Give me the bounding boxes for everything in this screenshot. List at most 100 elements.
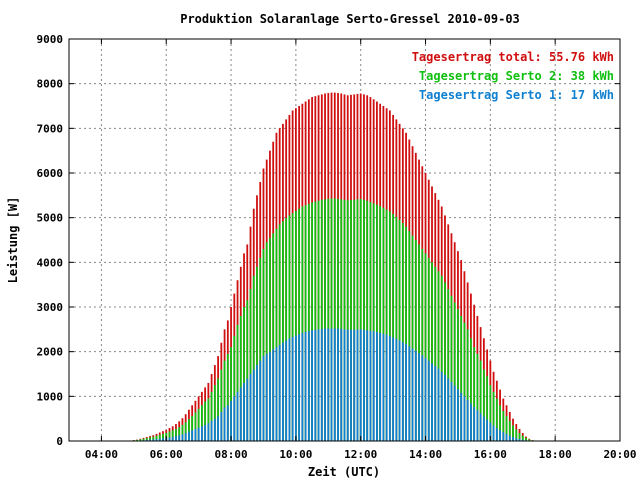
x-tick-label: 16:00 <box>474 448 507 461</box>
chart-title: Produktion Solaranlage Serto-Gressel 201… <box>180 12 520 26</box>
y-tick-label: 7000 <box>37 122 64 135</box>
bar <box>331 328 333 441</box>
bar <box>454 386 456 441</box>
y-tick-label: 4000 <box>37 256 64 269</box>
bar <box>382 334 384 441</box>
bar <box>415 351 417 441</box>
bar <box>441 372 443 441</box>
bar <box>295 336 297 441</box>
bar <box>350 330 352 441</box>
bar <box>289 338 291 441</box>
bar <box>175 436 177 441</box>
bar <box>311 330 313 441</box>
bar <box>334 328 336 441</box>
bar <box>207 423 209 441</box>
bar <box>392 337 394 441</box>
bar <box>243 383 245 441</box>
bar <box>266 354 268 441</box>
bar <box>370 331 372 441</box>
x-tick-label: 10:00 <box>279 448 312 461</box>
bar <box>360 329 362 441</box>
bar <box>327 328 329 441</box>
bar <box>301 333 303 441</box>
bar <box>340 329 342 441</box>
bar <box>389 336 391 441</box>
bar <box>169 437 171 441</box>
bar <box>425 358 427 441</box>
bar <box>240 387 242 441</box>
bar <box>337 328 339 441</box>
bar <box>201 426 203 441</box>
bar <box>211 421 213 441</box>
bar <box>473 407 475 441</box>
bar <box>172 437 174 441</box>
bar <box>246 378 248 441</box>
y-axis-label: Leistung [W] <box>6 197 20 284</box>
bar <box>220 412 222 441</box>
bar <box>496 428 498 441</box>
bar <box>499 430 501 441</box>
bar <box>298 334 300 441</box>
bars <box>133 93 537 441</box>
bar <box>366 330 368 441</box>
bar <box>405 344 407 441</box>
bar <box>412 349 414 441</box>
bar <box>493 425 495 441</box>
bar <box>250 374 252 441</box>
bar <box>318 329 320 441</box>
bar <box>224 408 226 442</box>
bar <box>447 378 449 441</box>
legend: Tagesertrag total: 55.76 kWh Tagesertrag … <box>412 50 614 102</box>
bar <box>428 361 430 441</box>
y-tick-label: 3000 <box>37 301 64 314</box>
bar <box>438 369 440 441</box>
legend-entry: Tagesertrag total: 55.76 kWh <box>412 50 614 64</box>
bar <box>363 330 365 441</box>
y-tick-label: 1000 <box>37 390 64 403</box>
bar <box>227 405 229 441</box>
bar <box>470 403 472 441</box>
bar <box>214 419 216 441</box>
bar <box>486 420 488 441</box>
bar <box>434 366 436 441</box>
bar <box>418 353 420 441</box>
bar <box>182 434 184 441</box>
bar <box>195 429 197 441</box>
bar <box>233 396 235 441</box>
bar <box>395 339 397 441</box>
y-tick-label: 9000 <box>37 33 64 46</box>
bar <box>444 375 446 441</box>
x-tick-label: 14:00 <box>409 448 442 461</box>
bar <box>512 437 514 441</box>
bar <box>272 349 274 441</box>
bar <box>259 361 261 441</box>
x-axis-label: Zeit (UTC) <box>308 465 380 479</box>
bar <box>386 335 388 441</box>
bar <box>347 330 349 441</box>
bar <box>279 345 281 441</box>
bar <box>285 341 287 442</box>
bar <box>431 363 433 441</box>
bar <box>253 370 255 441</box>
bar <box>292 337 294 441</box>
legend-entry: Tagesertrag Serto 1: 17 kWh <box>419 88 614 102</box>
bar <box>237 392 239 441</box>
x-tick-label: 18:00 <box>539 448 572 461</box>
bar <box>457 389 459 441</box>
bar <box>460 393 462 441</box>
bar <box>321 329 323 441</box>
bar <box>185 433 187 441</box>
x-tick-label: 04:00 <box>85 448 118 461</box>
bar <box>502 432 504 441</box>
bar <box>421 355 423 441</box>
bar <box>467 400 469 441</box>
bar <box>305 332 307 441</box>
bar <box>178 435 180 441</box>
y-tick-label: 2000 <box>37 346 64 359</box>
bar <box>402 342 404 441</box>
bar <box>314 330 316 441</box>
bar <box>451 382 453 441</box>
bar <box>373 331 375 441</box>
bar <box>204 425 206 441</box>
